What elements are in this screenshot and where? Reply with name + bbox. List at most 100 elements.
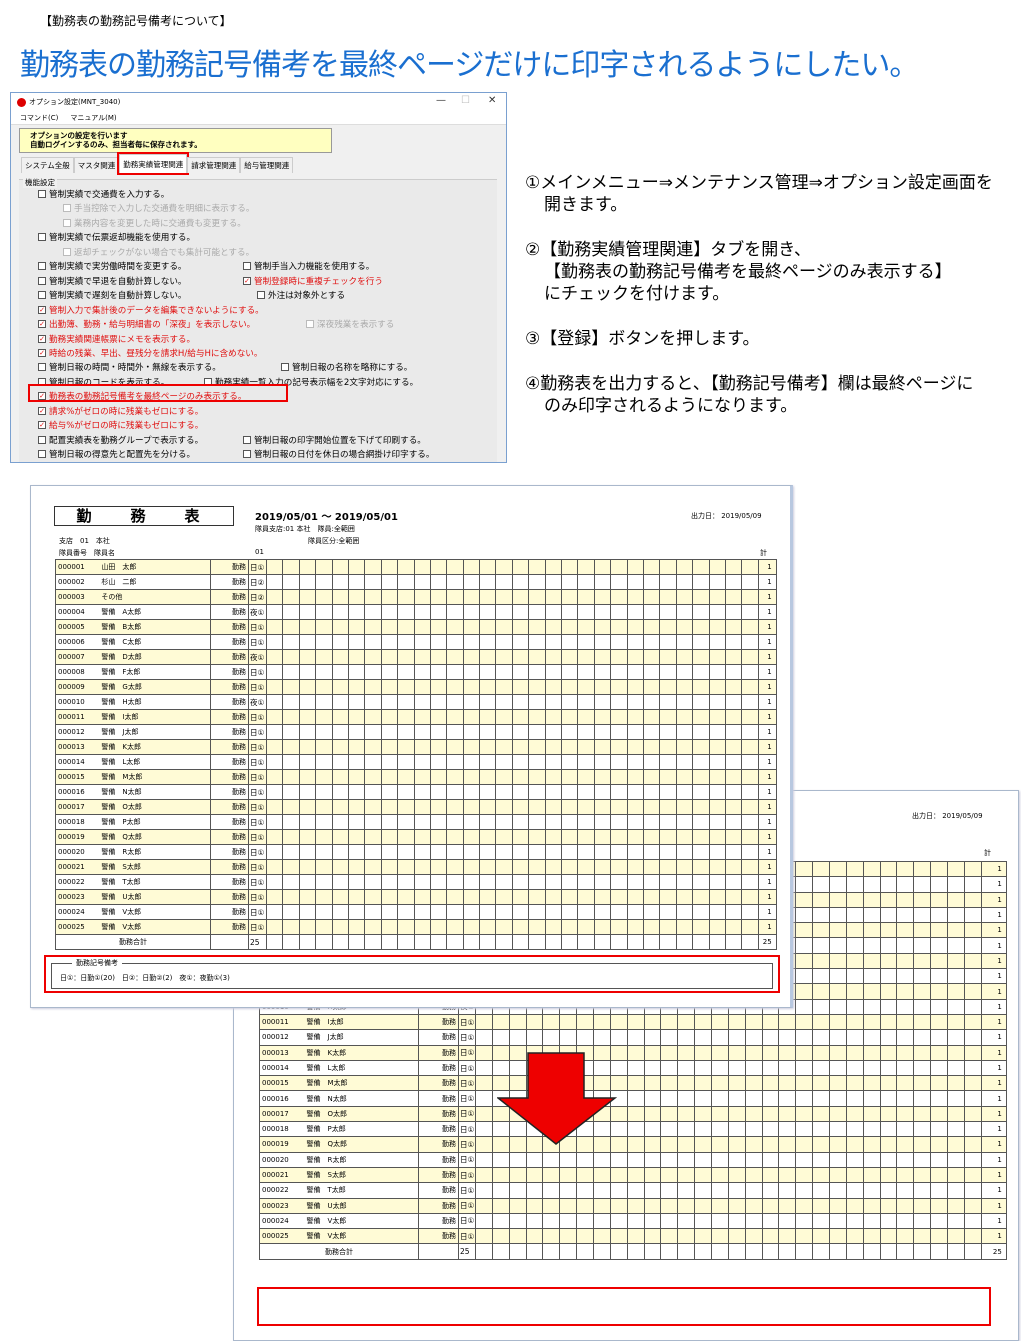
- option-checkbox[interactable]: 管制日報の時間・時間外・無線を表示する。: [38, 361, 221, 373]
- employee-cell: 000011 警備 I太郎: [259, 1013, 419, 1031]
- tab-payroll[interactable]: 給与管理関連: [240, 157, 294, 173]
- checkbox-icon[interactable]: [63, 218, 71, 227]
- day-cell: [593, 934, 612, 950]
- row-total: 1: [757, 889, 777, 905]
- employee-name: 警備 Q太郎: [306, 1140, 348, 1149]
- option-checkbox[interactable]: 管制手当入力機能を使用する。: [243, 260, 374, 272]
- day-cell: [561, 829, 579, 845]
- day-cell: [643, 1059, 662, 1077]
- work-type: 勤務: [210, 904, 249, 920]
- day-cell: [675, 784, 694, 800]
- option-checkbox[interactable]: 管制日報の日付を休日の場合網掛け印字する。: [243, 448, 434, 460]
- day-cell: [315, 634, 333, 650]
- option-checkbox[interactable]: ✓ 勤務実績関連帳票にメモを表示する。: [38, 333, 195, 345]
- option-checkbox[interactable]: ✓ 管制入力で集計後のデータを編集できないようにする。: [38, 304, 264, 316]
- day-cell: [413, 754, 431, 770]
- checkbox-checked-icon[interactable]: ✓: [38, 392, 46, 401]
- day-cell: [659, 619, 677, 635]
- checkbox-icon[interactable]: [38, 291, 46, 300]
- checkbox-icon[interactable]: [38, 276, 46, 285]
- work-type: 勤務: [418, 1105, 459, 1123]
- tab-attendance[interactable]: 勤務実績管理関連: [117, 152, 190, 175]
- maximize-button[interactable]: ☐: [461, 95, 470, 106]
- day-cell: [741, 634, 759, 650]
- work-type: 勤務: [210, 724, 249, 740]
- checkbox-checked-icon[interactable]: ✓: [243, 276, 251, 285]
- day-cell: [795, 891, 814, 908]
- checkbox-icon[interactable]: [38, 190, 46, 198]
- option-checkbox[interactable]: ✓ 出勤簿、勤務・給与明細書の「深夜」を表示しない。: [38, 318, 255, 330]
- checkbox-checked-icon[interactable]: ✓: [38, 406, 46, 415]
- tab-master[interactable]: マスタ関連: [73, 157, 120, 173]
- checkbox-icon[interactable]: [63, 247, 71, 256]
- checkbox-icon[interactable]: [306, 320, 314, 329]
- day-cell: [610, 769, 628, 785]
- day-cell: [711, 1136, 729, 1153]
- checkbox-icon[interactable]: [38, 233, 46, 242]
- checkbox-icon[interactable]: [38, 435, 46, 444]
- minimize-button[interactable]: —: [436, 95, 446, 106]
- day-cell: [896, 1151, 915, 1168]
- tab-system[interactable]: システム全般: [21, 157, 74, 173]
- option-checkbox[interactable]: 管制実績で交通費を入力する。: [38, 188, 169, 200]
- checkbox-icon[interactable]: [257, 291, 265, 300]
- day-cell: [544, 934, 563, 950]
- day-cell: [829, 1105, 847, 1123]
- option-checkbox[interactable]: ✓ 請求%がゼロの時に残業もゼロにする。: [38, 405, 203, 417]
- day-cell: [744, 1075, 763, 1092]
- option-checkbox[interactable]: ✓ 勤務表の勤務記号備考を最終ページのみ表示する。: [38, 390, 247, 402]
- day-cell: [561, 799, 579, 815]
- checkbox-icon[interactable]: [63, 204, 71, 213]
- checkbox-icon[interactable]: [243, 262, 251, 271]
- checkbox-icon[interactable]: [281, 363, 289, 372]
- option-checkbox[interactable]: 管制日報の得意先と配置先を分ける。: [38, 448, 195, 460]
- day-cell: [694, 1044, 713, 1061]
- checkbox-checked-icon[interactable]: ✓: [38, 305, 46, 314]
- checkbox-checked-icon[interactable]: ✓: [38, 320, 46, 329]
- day-cell: [347, 619, 366, 635]
- day-cell: [544, 739, 563, 755]
- checkbox-icon[interactable]: [38, 262, 46, 271]
- option-checkbox[interactable]: ✓ 給与%がゼロの時に残業もゼロにする。: [38, 419, 203, 431]
- option-checkbox[interactable]: 外注は対象外とする: [257, 289, 345, 301]
- option-checkbox[interactable]: 返却チェックがない場合でも集計可能とする。: [63, 246, 254, 258]
- day-cell: [724, 709, 743, 725]
- option-checkbox[interactable]: 管制日報の印字開始位置を下げて印刷する。: [243, 434, 426, 446]
- options-dialog: オプション設定(MNT_3040) — ☐ ✕ コマンド(C) マニュアル(M)…: [10, 92, 507, 463]
- option-checkbox[interactable]: 業務内容を変更した時に交通費も変更する。: [63, 217, 246, 229]
- checkbox-icon[interactable]: [38, 450, 46, 459]
- option-checkbox[interactable]: ✓ 管制登録時に重複チェックを行う: [243, 275, 383, 287]
- day-cell: [626, 844, 644, 860]
- checkbox-checked-icon[interactable]: ✓: [38, 421, 46, 430]
- day-cell: [675, 904, 694, 920]
- day-cell: [282, 709, 300, 725]
- option-checkbox[interactable]: 管制実績で伝票返却機能を使用する。: [38, 231, 195, 243]
- day-cell: [708, 919, 726, 935]
- close-button[interactable]: ✕: [488, 95, 497, 106]
- day-cell: [265, 619, 284, 635]
- employee-name: 警備 S太郎: [306, 1171, 346, 1180]
- option-checkbox[interactable]: 管制実績で早退を自動計算しない。: [38, 275, 187, 287]
- checkbox-icon[interactable]: [243, 435, 251, 444]
- menu-manual[interactable]: マニュアル(M): [70, 113, 117, 122]
- option-checkbox[interactable]: 手当控除で入力した交通費を明細に表示する。: [63, 202, 254, 214]
- option-checkbox[interactable]: 管制実績で実労働時間を変更する。: [38, 260, 187, 272]
- employee-id: 000020: [58, 848, 85, 856]
- checkbox-icon[interactable]: [38, 363, 46, 372]
- checkbox-icon[interactable]: [243, 450, 251, 459]
- day-cell: [963, 1059, 982, 1077]
- option-checkbox[interactable]: 管制日報の名称を略称にする。: [281, 361, 412, 373]
- checkbox-checked-icon[interactable]: ✓: [38, 348, 46, 357]
- checkbox-checked-icon[interactable]: ✓: [38, 334, 46, 343]
- menu-command[interactable]: コマンド(C): [20, 113, 59, 122]
- day-cell: [845, 1013, 864, 1031]
- tab-billing[interactable]: 請求管理関連: [187, 157, 241, 173]
- day-cell: [659, 724, 677, 740]
- day-cell: [724, 799, 743, 815]
- option-checkbox[interactable]: 配置実績表を勤務グループで表示する。: [38, 434, 203, 446]
- day-cell: [947, 906, 965, 924]
- option-checkbox[interactable]: ✓ 時給の残業、早出、昼残分を請求H/給与Hに含めない。: [38, 347, 262, 359]
- option-checkbox[interactable]: 深夜残業を表示する: [306, 318, 394, 330]
- day-cell: [741, 859, 759, 875]
- option-checkbox[interactable]: 管制実績で遅刻を自動計算しない。: [38, 289, 187, 301]
